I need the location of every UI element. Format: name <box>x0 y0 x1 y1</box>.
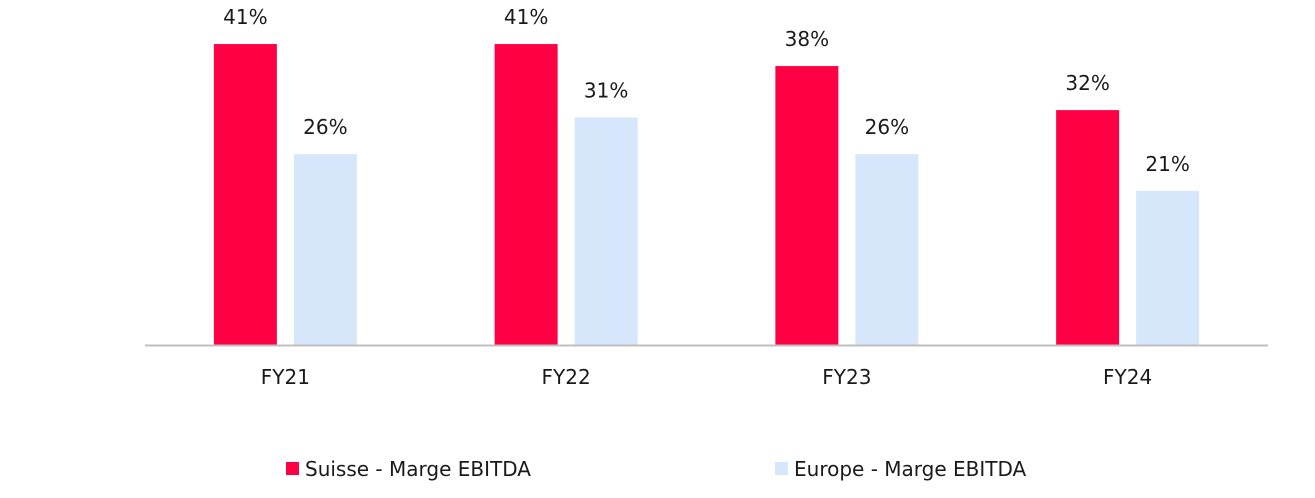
category-label-fy21: FY21 <box>261 365 310 389</box>
data-label-fy23-series-2: 26% <box>865 115 909 139</box>
data-label-fy21-series-1: 41% <box>223 5 267 29</box>
data-label-fy22-series-1: 41% <box>504 5 548 29</box>
data-label-fy23-series-1: 38% <box>785 27 829 51</box>
value-labels-group: 41% 26% 41% 31% 38% 26% 32% 21% <box>223 5 1190 176</box>
bar-fy24-series-2 <box>1136 190 1200 345</box>
bar-fy21-series-2 <box>293 154 357 345</box>
data-label-fy22-series-2: 31% <box>584 78 628 102</box>
bars-group <box>213 44 1200 346</box>
legend-swatch-series-2 <box>775 462 788 475</box>
legend-label-series-1: Suisse - Marge EBITDA <box>305 457 531 481</box>
category-label-fy23: FY23 <box>822 365 871 389</box>
data-label-fy24-series-2: 21% <box>1145 152 1189 176</box>
bar-fy23-series-1 <box>775 66 839 345</box>
bar-fy24-series-1 <box>1056 110 1120 345</box>
category-label-fy24: FY24 <box>1103 365 1152 389</box>
category-labels-group: FY21 FY22 FY23 FY24 <box>261 365 1152 389</box>
legend: Suisse - Marge EBITDA Europe - Marge EBIT… <box>286 457 1027 481</box>
legend-swatch-series-1 <box>286 462 299 475</box>
bar-fy21-series-1 <box>213 44 277 346</box>
bar-fy23-series-2 <box>855 154 919 345</box>
bar-fy22-series-2 <box>574 117 638 345</box>
bar-fy22-series-1 <box>494 44 558 346</box>
legend-label-series-2: Europe - Marge EBITDA <box>794 457 1027 481</box>
data-label-fy21-series-2: 26% <box>303 115 347 139</box>
category-label-fy22: FY22 <box>542 365 591 389</box>
data-label-fy24-series-1: 32% <box>1065 71 1109 95</box>
